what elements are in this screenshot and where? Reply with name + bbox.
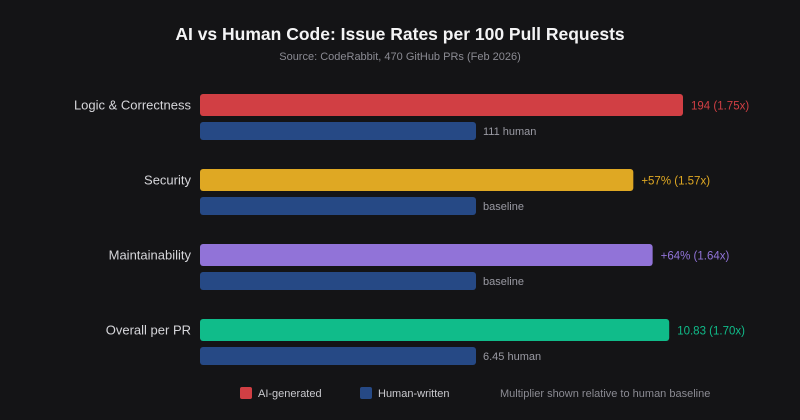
bar-ai-security (200, 169, 634, 191)
value-label-ai-maintainability: +64% (1.64x) (661, 251, 730, 263)
value-label-human-overall-per-pr: 6.45 human (483, 351, 541, 363)
bar-human-logic-correctness (200, 122, 476, 140)
value-label-ai-security: +57% (1.57x) (641, 176, 710, 188)
legend: AI-generated Human-written Multiplier sh… (240, 387, 710, 400)
value-label-human-logic-correctness: 111 human (483, 126, 536, 138)
legend-swatch-human (360, 387, 372, 399)
category-label-overall-per-pr: Overall per PR (106, 323, 191, 338)
category-label-maintainability: Maintainability (109, 248, 192, 263)
value-label-ai-logic-correctness: 194 (1.75x) (691, 101, 749, 113)
category-label-logic-correctness: Logic & Correctness (74, 98, 192, 113)
bar-human-security (200, 197, 476, 215)
bar-ai-logic-correctness (200, 94, 683, 116)
legend-label-ai: AI-generated (258, 388, 322, 400)
bar-ai-maintainability (200, 244, 653, 266)
bars-group: Logic & Correctness 194 (1.75x) 111 human S… (74, 94, 749, 365)
bar-human-maintainability (200, 272, 476, 290)
value-label-ai-overall-per-pr: 10.83 (1.70x) (677, 326, 745, 338)
legend-note: Multiplier shown relative to human basel… (500, 388, 710, 400)
category-label-security: Security (144, 173, 191, 188)
legend-label-human: Human-written (378, 388, 450, 400)
bar-ai-overall-per-pr (200, 319, 670, 341)
chart-subtitle: Source: CodeRabbit, 470 GitHub PRs (Feb … (279, 51, 521, 63)
bar-human-overall-per-pr (200, 347, 476, 365)
chart-title: AI vs Human Code: Issue Rates per 100 Pu… (175, 24, 625, 44)
legend-swatch-ai (240, 387, 252, 399)
value-label-human-maintainability: baseline (483, 276, 524, 288)
value-label-human-security: baseline (483, 201, 524, 213)
